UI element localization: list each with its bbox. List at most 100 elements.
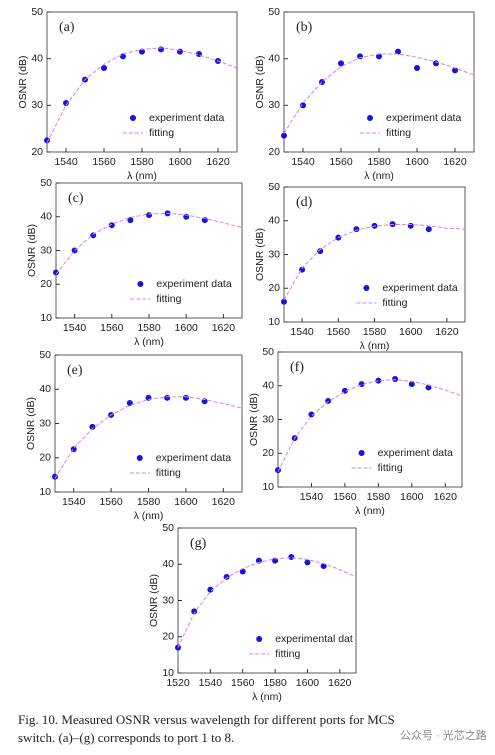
data-point — [395, 48, 401, 55]
fit-line — [54, 396, 243, 479]
caption-line: switch. (a)–(g) corresponds to port 1 to… — [18, 730, 234, 745]
y-axis-label: OSNR (dB) — [25, 397, 37, 450]
x-axis-label: λ (nm) — [355, 505, 385, 517]
fit-line — [55, 212, 243, 275]
panel-label: (f) — [290, 360, 304, 375]
legend-label: experiment data — [156, 278, 231, 290]
legend-label: fitting — [149, 127, 174, 139]
y-tick-label: 20 — [31, 146, 43, 158]
data-point — [191, 608, 198, 615]
y-tick-label: 40 — [31, 52, 43, 64]
panel-label: (a) — [59, 20, 75, 35]
x-tick-label: 1560 — [327, 326, 351, 338]
y-tick-label: 20 — [268, 146, 280, 158]
data-point — [300, 102, 306, 109]
y-tick-label: 50 — [31, 6, 43, 18]
x-tick-label: 1540 — [291, 156, 315, 168]
x-tick-label: 1600 — [168, 156, 192, 168]
data-point — [207, 586, 214, 593]
x-axis-label: λ (nm) — [364, 170, 394, 182]
y-tick-label: 50 — [268, 6, 280, 18]
plot-frame — [283, 11, 475, 153]
x-tick-label: 1580 — [363, 326, 387, 338]
data-point — [338, 60, 344, 67]
legend-label: fitting — [275, 648, 300, 660]
y-axis-label: OSNR (dB) — [148, 574, 160, 627]
x-tick-label: 1560 — [99, 496, 123, 508]
data-point — [164, 394, 171, 401]
plot-frame — [46, 11, 238, 153]
y-tick-label: 40 — [39, 383, 51, 395]
x-tick-label: 1580 — [367, 156, 391, 168]
panel-label: (d) — [296, 195, 313, 210]
y-tick-label: 10 — [39, 486, 51, 498]
x-axis-label: λ (nm) — [134, 336, 164, 348]
x-tick-label: 1600 — [405, 156, 429, 168]
data-point — [433, 60, 439, 67]
y-tick-label: 10 — [268, 316, 280, 328]
data-point — [223, 573, 230, 580]
y-tick-label: 30 — [262, 413, 274, 425]
data-point — [452, 67, 458, 74]
y-tick-label: 30 — [162, 594, 174, 606]
data-point — [375, 377, 382, 384]
x-tick-label: 1580 — [367, 491, 391, 503]
data-point — [63, 100, 69, 106]
legend-label: experiment data — [378, 447, 453, 459]
data-point — [353, 226, 360, 233]
x-tick-label: 1580 — [137, 322, 161, 334]
fit-line — [177, 557, 357, 648]
x-tick-label: 1540 — [300, 491, 324, 503]
fit-line — [277, 379, 463, 473]
x-tick-label: 1540 — [199, 677, 223, 689]
x-tick-label: 1540 — [63, 322, 87, 334]
data-point — [357, 53, 363, 60]
y-tick-label: 20 — [40, 278, 52, 290]
y-tick-label: 30 — [268, 248, 280, 260]
y-tick-label: 50 — [39, 349, 51, 361]
data-point — [288, 554, 295, 560]
x-tick-label: 1620 — [434, 491, 458, 503]
data-point — [120, 53, 126, 60]
legend-marker — [363, 285, 370, 291]
data-point — [281, 132, 287, 139]
x-axis-label: λ (nm) — [252, 691, 282, 703]
y-tick-label: 50 — [40, 177, 52, 189]
legend-label: experimental dat — [275, 633, 353, 645]
y-tick-label: 50 — [268, 181, 280, 193]
x-tick-label: 1620 — [206, 156, 230, 168]
x-tick-label: 1620 — [443, 156, 467, 168]
legend-marker — [367, 115, 373, 121]
panel-label: (g) — [190, 536, 207, 551]
data-point — [127, 217, 134, 224]
data-point — [52, 473, 58, 480]
fit-line — [46, 47, 238, 143]
watermark: 公众号 · 光芯之路 — [400, 728, 487, 742]
y-tick-label: 40 — [268, 215, 280, 227]
x-tick-label: 1600 — [296, 677, 320, 689]
x-tick-label: 1600 — [175, 322, 199, 334]
data-point — [414, 65, 420, 71]
y-axis-label: OSNR (dB) — [254, 55, 266, 108]
data-point — [308, 411, 315, 418]
data-point — [425, 226, 432, 233]
y-tick-label: 30 — [39, 417, 51, 429]
data-point — [89, 423, 96, 430]
y-tick-label: 40 — [162, 558, 174, 570]
legend-marker — [136, 455, 143, 461]
x-axis-label: λ (nm) — [360, 340, 390, 352]
x-axis-label: λ (nm) — [134, 510, 164, 522]
legend-label: experiment data — [149, 112, 224, 124]
x-tick-label: 1580 — [130, 156, 154, 168]
x-tick-label: 1560 — [100, 322, 124, 334]
legend-label: experiment data — [156, 452, 231, 464]
panel-label: (c) — [68, 191, 84, 206]
data-point — [182, 394, 189, 401]
legend-label: fitting — [156, 293, 181, 305]
x-tick-label: 1560 — [92, 156, 116, 168]
data-point — [275, 467, 281, 474]
y-tick-label: 20 — [39, 452, 51, 464]
legend-marker — [137, 281, 144, 287]
data-point — [146, 212, 152, 219]
